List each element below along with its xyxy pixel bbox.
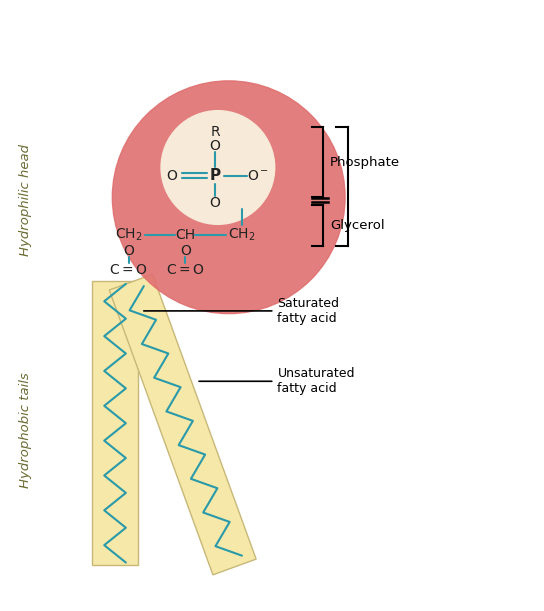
Text: CH$_2$: CH$_2$ bbox=[115, 227, 143, 243]
Text: R: R bbox=[211, 125, 220, 139]
Text: CH$_2$: CH$_2$ bbox=[228, 227, 256, 243]
Text: P: P bbox=[209, 168, 221, 183]
Polygon shape bbox=[109, 274, 256, 575]
Text: C$=$O: C$=$O bbox=[166, 263, 205, 277]
Text: Phosphate: Phosphate bbox=[330, 156, 400, 169]
Text: O: O bbox=[210, 196, 221, 210]
Text: Unsaturated
fatty acid: Unsaturated fatty acid bbox=[199, 367, 355, 395]
Text: Glycerol: Glycerol bbox=[330, 219, 385, 232]
Text: Hydrophilic head: Hydrophilic head bbox=[19, 144, 32, 256]
Text: O$^-$: O$^-$ bbox=[248, 169, 269, 183]
Text: Saturated
fatty acid: Saturated fatty acid bbox=[144, 297, 339, 325]
Circle shape bbox=[161, 111, 275, 224]
Circle shape bbox=[113, 81, 345, 313]
Text: O: O bbox=[166, 169, 177, 183]
Bar bbox=[92, 281, 138, 565]
Text: O: O bbox=[210, 139, 221, 153]
Text: O: O bbox=[180, 244, 191, 258]
Text: C$=$O: C$=$O bbox=[109, 263, 148, 277]
Text: O: O bbox=[123, 244, 134, 258]
Text: Hydrophobic tails: Hydrophobic tails bbox=[19, 372, 32, 488]
Text: CH: CH bbox=[175, 228, 195, 242]
